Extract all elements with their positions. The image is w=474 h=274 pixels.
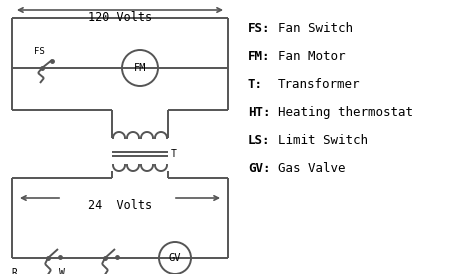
- Text: Limit Switch: Limit Switch: [278, 134, 368, 147]
- Text: Transformer: Transformer: [278, 78, 361, 91]
- Text: GV:: GV:: [248, 162, 271, 175]
- Text: 120 Volts: 120 Volts: [88, 11, 152, 24]
- Text: LS:: LS:: [248, 134, 271, 147]
- Text: Heating thermostat: Heating thermostat: [278, 106, 413, 119]
- Text: Fan Switch: Fan Switch: [278, 22, 353, 35]
- Text: R: R: [11, 268, 17, 274]
- Text: T: T: [171, 149, 177, 159]
- Text: HT:: HT:: [248, 106, 271, 119]
- Text: FS: FS: [34, 47, 45, 56]
- Text: Fan Motor: Fan Motor: [278, 50, 346, 63]
- Text: Gas Valve: Gas Valve: [278, 162, 346, 175]
- Text: W: W: [59, 268, 65, 274]
- Text: GV: GV: [169, 253, 181, 263]
- Text: T:: T:: [248, 78, 263, 91]
- Text: 24  Volts: 24 Volts: [88, 199, 152, 212]
- Text: FS:: FS:: [248, 22, 271, 35]
- Text: FM:: FM:: [248, 50, 271, 63]
- Text: FM: FM: [134, 63, 146, 73]
